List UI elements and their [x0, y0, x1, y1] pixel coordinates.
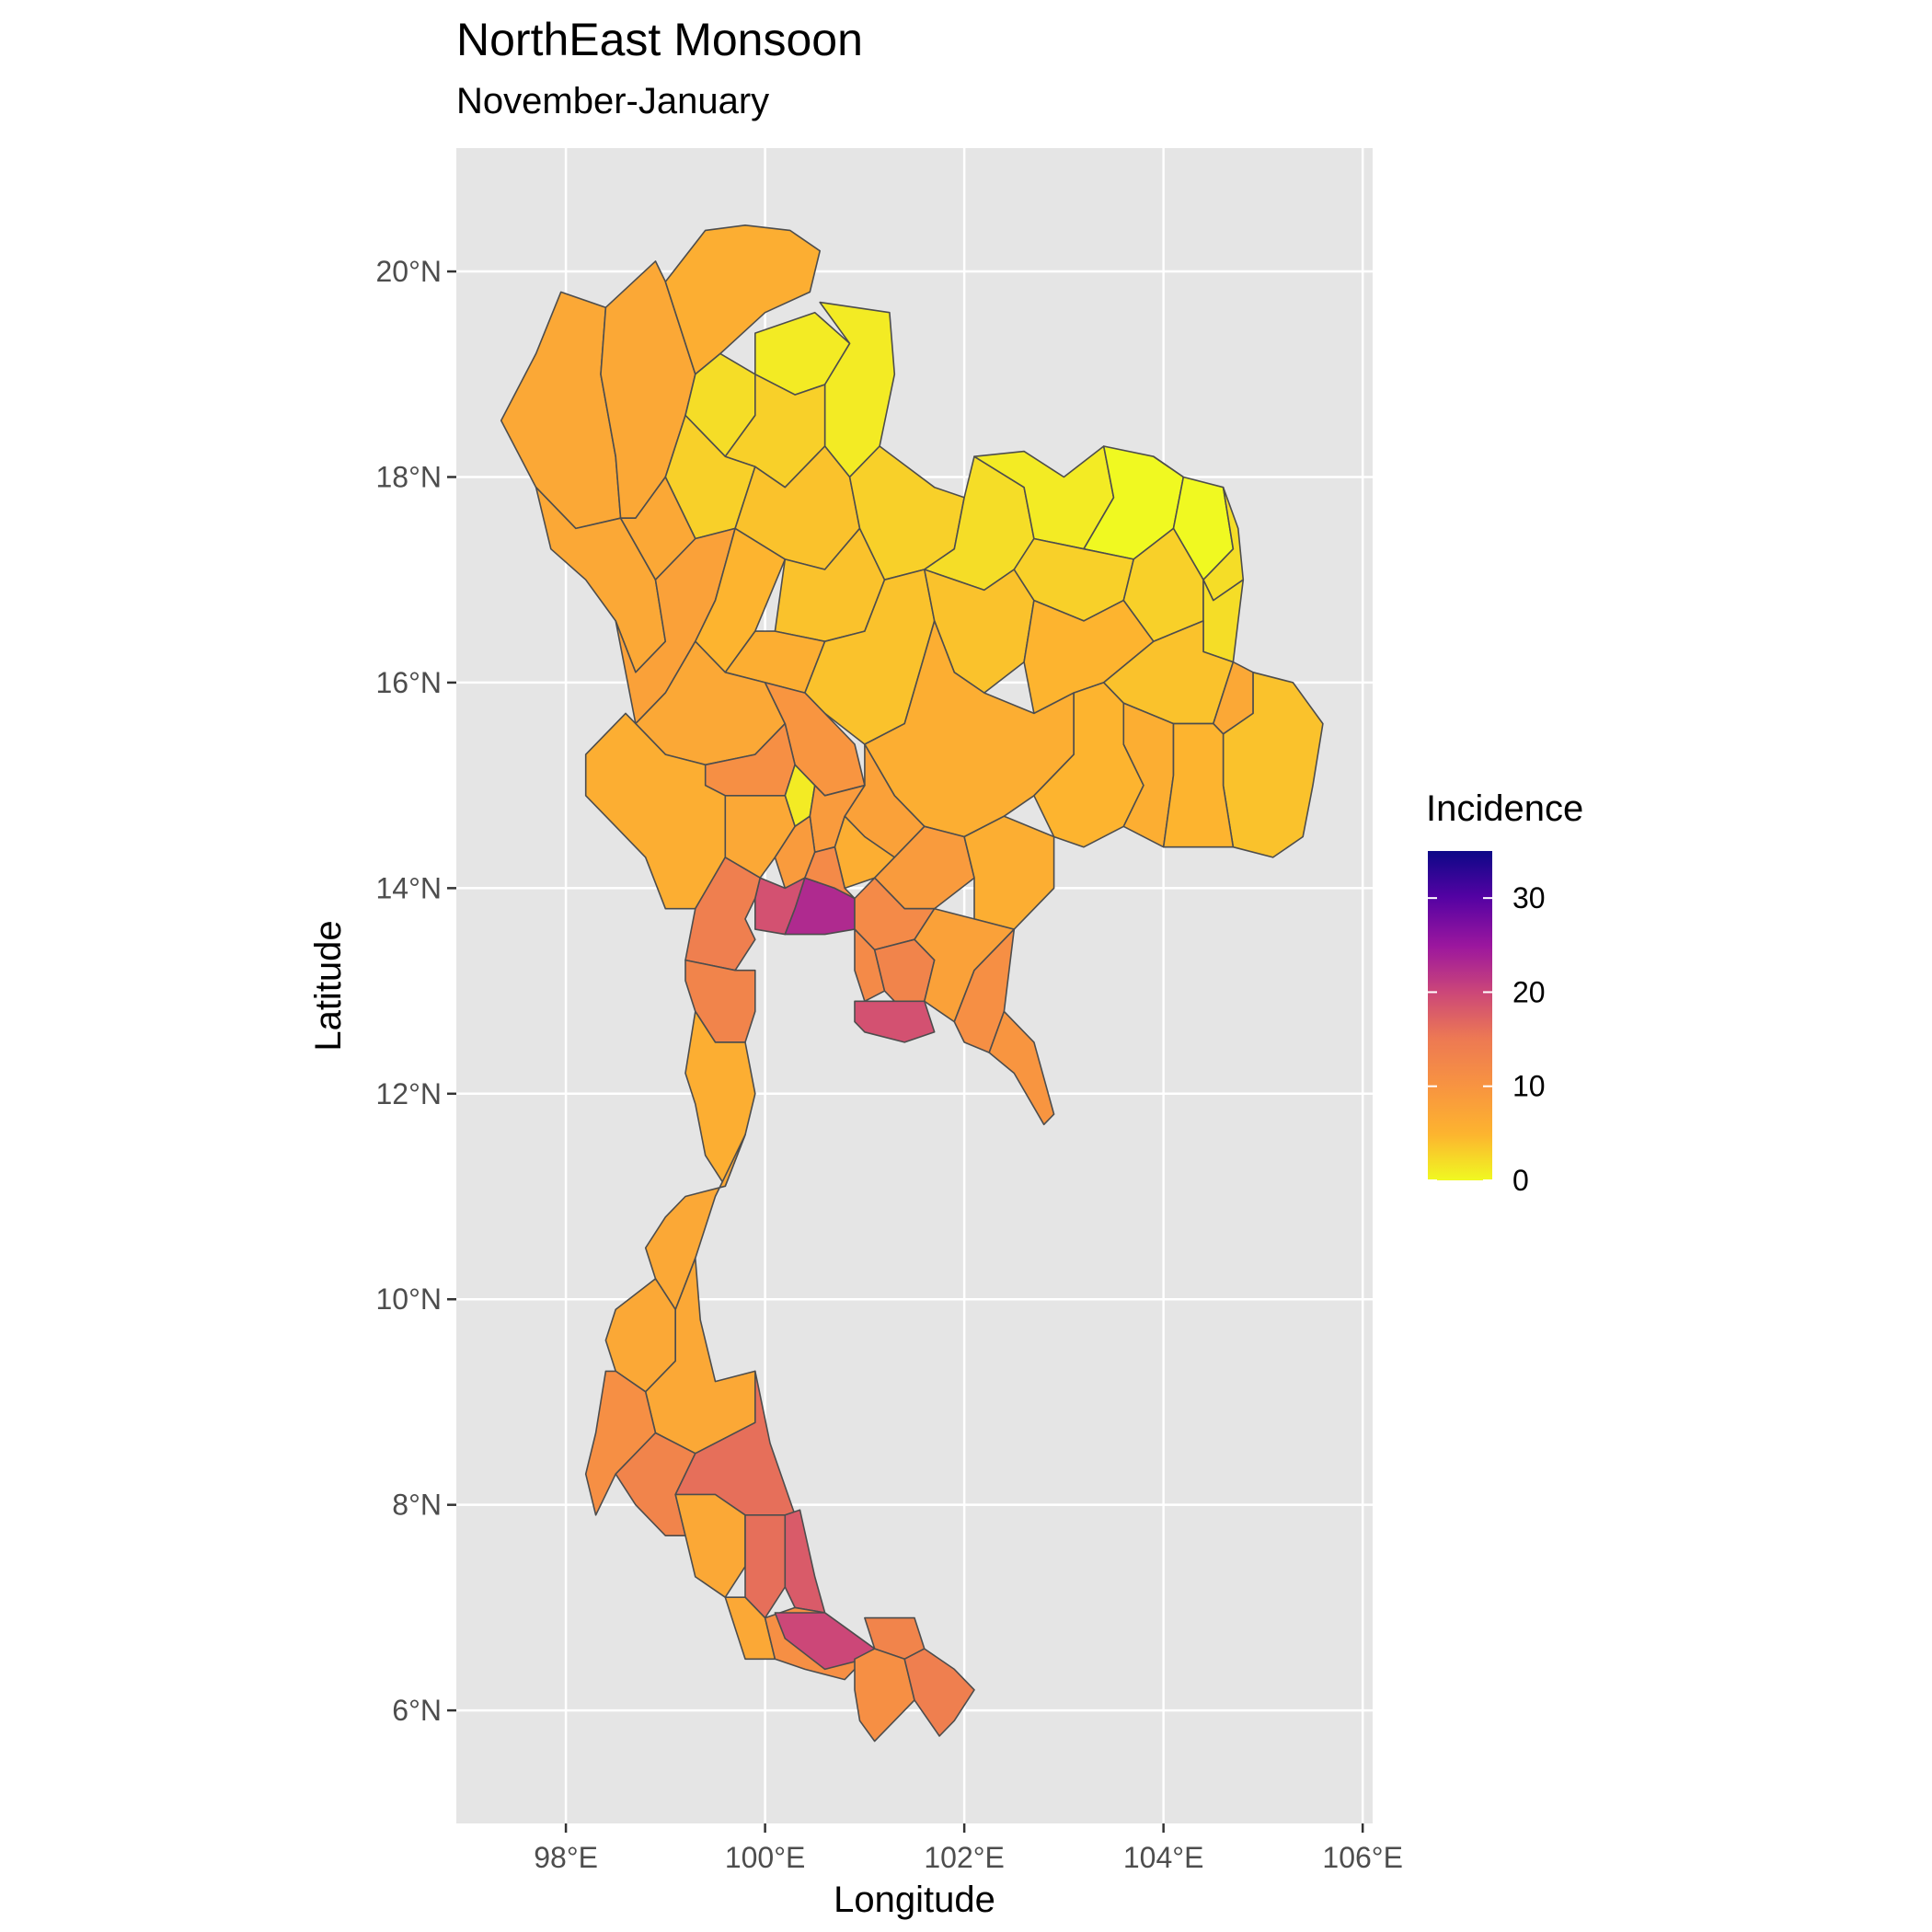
legend-tick-label: 0: [1512, 1164, 1529, 1197]
province-region: [963, 815, 1055, 930]
province-region: [854, 1000, 936, 1043]
province-region: [804, 845, 856, 900]
x-axis-label: Longitude: [834, 1880, 995, 1920]
y-axis: 6°N 8°N 10°N 12°N 14°N 16°N 18°N 20°N: [376, 255, 456, 1727]
x-tick-label: 104°E: [1123, 1841, 1204, 1874]
color-legend: Incidence 0 10 20 30: [1426, 788, 1583, 1197]
y-tick-label: 10°N: [376, 1282, 443, 1316]
x-tick-label: 98°E: [534, 1841, 598, 1874]
province-region: [1162, 722, 1235, 848]
x-tick-label: 100°E: [725, 1841, 806, 1874]
y-tick-label: 16°N: [376, 666, 443, 699]
province-region: [1222, 671, 1324, 858]
page-title: NorthEast Monsoon: [456, 14, 863, 65]
legend-tick-label: 20: [1512, 975, 1546, 1008]
y-tick-label: 18°N: [376, 460, 443, 493]
province-region: [903, 1648, 975, 1737]
x-axis: 98°E 100°E 102°E 104°E 106°E: [534, 1823, 1403, 1874]
legend-ticks: 0 10 20 30: [1428, 881, 1546, 1197]
y-tick-label: 8°N: [392, 1489, 442, 1522]
y-tick-label: 12°N: [376, 1077, 443, 1110]
province-region: [988, 1010, 1055, 1126]
y-axis-label: Latitude: [308, 920, 349, 1051]
x-tick-label: 102°E: [924, 1841, 1005, 1874]
province-region: [854, 1648, 915, 1742]
province-region: [854, 928, 886, 1003]
y-tick-label: 6°N: [392, 1694, 442, 1727]
legend-tick-label: 30: [1512, 881, 1546, 914]
legend-tick-label: 10: [1512, 1070, 1546, 1103]
y-tick-label: 20°N: [376, 255, 443, 288]
x-tick-label: 106°E: [1322, 1841, 1403, 1874]
page-subtitle: November-January: [456, 81, 770, 121]
legend-colorbar: [1428, 851, 1492, 1180]
province-polygons: [500, 224, 1324, 1742]
legend-title: Incidence: [1426, 788, 1583, 829]
y-tick-label: 14°N: [376, 871, 443, 904]
